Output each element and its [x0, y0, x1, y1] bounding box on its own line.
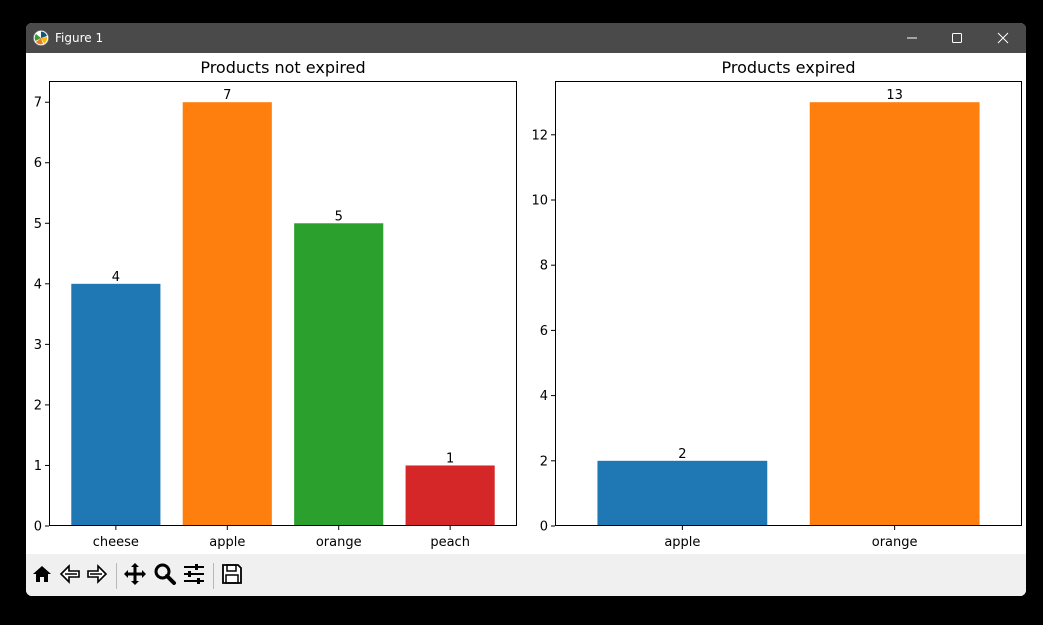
- title-bar[interactable]: Figure 1: [26, 23, 1026, 53]
- maximize-button[interactable]: [934, 23, 980, 53]
- data-label: 1: [446, 451, 454, 466]
- y-tick-label: 6: [540, 324, 548, 339]
- forward-button[interactable]: [84, 563, 110, 589]
- data-label: 4: [112, 270, 120, 285]
- y-tick-label: 2: [540, 454, 548, 469]
- data-label: 5: [335, 209, 343, 224]
- configure-subplots-button[interactable]: [181, 563, 207, 589]
- y-tick-label: 0: [34, 520, 42, 535]
- x-tick-label: orange: [316, 535, 362, 550]
- y-tick-label: 5: [34, 217, 42, 232]
- forward-arrow-icon: [86, 563, 108, 589]
- y-tick-label: 12: [531, 128, 548, 143]
- minimize-icon: [906, 32, 918, 44]
- home-button[interactable]: [29, 563, 55, 589]
- bar-orange: [294, 223, 384, 526]
- chart-title: Products not expired: [200, 58, 365, 77]
- zoom-button[interactable]: [152, 563, 178, 589]
- data-label: 13: [886, 88, 903, 103]
- bar-orange: [809, 102, 980, 526]
- figure-canvas[interactable]: 4 cheese 7 apple 5 orange 1 peach 0 1 2 3 4 5 6 7 Produc…: [26, 53, 1026, 554]
- x-tick-label: peach: [430, 535, 470, 550]
- bar-peach: [405, 465, 495, 526]
- home-icon: [31, 563, 53, 589]
- figure-window: Figure 1 4 cheese 7 apple 5 orange 1 peach 0 1 2 3 4…: [26, 23, 1026, 596]
- axes-frame: [49, 81, 517, 526]
- y-tick-label: 4: [540, 389, 548, 404]
- navigation-toolbar: [26, 554, 1026, 596]
- maximize-icon: [951, 32, 963, 44]
- back-button[interactable]: [57, 563, 83, 589]
- data-label: 2: [678, 447, 686, 462]
- y-tick-label: 6: [34, 156, 42, 171]
- y-tick-label: 0: [540, 520, 548, 535]
- save-button[interactable]: [219, 563, 245, 589]
- close-button[interactable]: [980, 23, 1026, 53]
- toolbar-separator: [116, 563, 117, 589]
- bar-cheese: [71, 283, 161, 526]
- x-tick-label: apple: [664, 535, 700, 550]
- save-icon: [221, 563, 243, 589]
- pan-icon: [123, 562, 147, 590]
- y-tick-label: 1: [34, 459, 42, 474]
- y-tick-label: 4: [34, 277, 42, 292]
- chart-title: Products expired: [721, 58, 855, 77]
- configure-subplots-icon: [182, 562, 206, 590]
- bar-apple: [597, 460, 768, 526]
- matplotlib-icon: [33, 30, 49, 46]
- zoom-icon: [153, 562, 177, 590]
- pan-button[interactable]: [122, 563, 148, 589]
- toolbar-separator: [213, 563, 214, 589]
- x-tick-label: cheese: [93, 535, 139, 550]
- back-arrow-icon: [59, 563, 81, 589]
- axes-frame: [555, 81, 1022, 526]
- y-tick-label: 10: [531, 193, 548, 208]
- close-icon: [997, 32, 1009, 44]
- y-tick-label: 2: [34, 398, 42, 413]
- data-label: 7: [223, 88, 231, 103]
- x-tick-label: orange: [872, 535, 918, 550]
- y-tick-label: 3: [34, 338, 42, 353]
- bar-apple: [182, 102, 272, 526]
- y-tick-label: 7: [34, 96, 42, 111]
- subplot-1: 4 cheese 7 apple 5 orange 1 peach 0 1 2 3 4 5 6 7 Produc…: [34, 58, 517, 550]
- x-tick-label: apple: [209, 535, 245, 550]
- minimize-button[interactable]: [889, 23, 935, 53]
- window-title: Figure 1: [55, 31, 104, 45]
- chart-svg: 4cheese7apple5orange1peach01234567Produc…: [34, 58, 1022, 550]
- subplot-2: 2 apple 13 orange 0 2 4 6 8 10 12 Products expired: [531, 58, 1022, 550]
- y-tick-label: 8: [540, 259, 548, 274]
